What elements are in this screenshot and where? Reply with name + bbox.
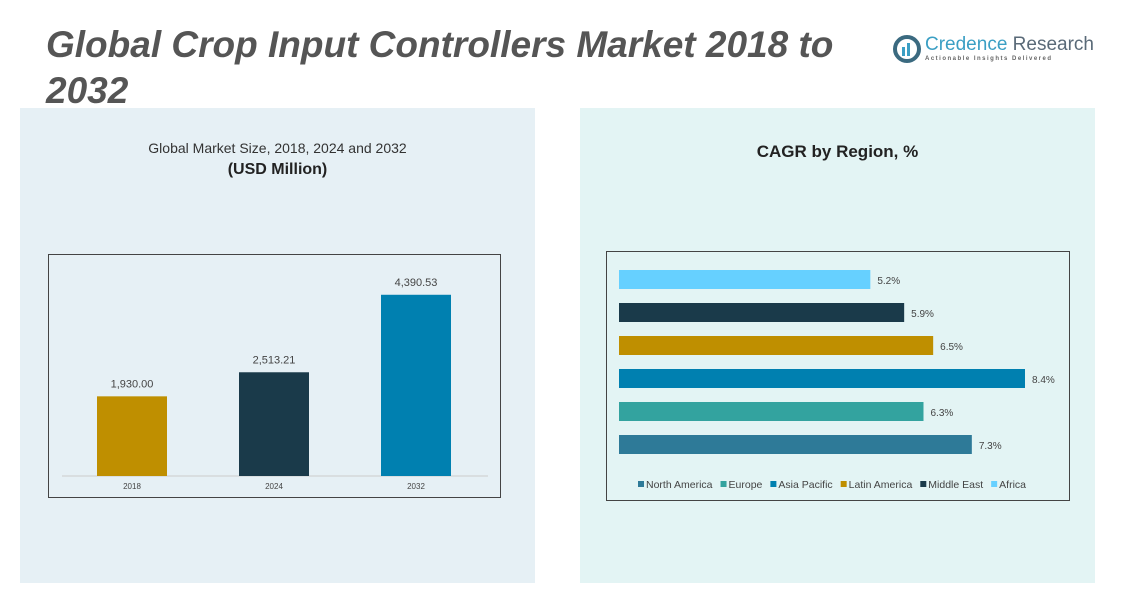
x-tick-2032: 2032 [407,482,425,491]
legend-swatch-europe [720,481,727,487]
logo-icon [893,35,921,63]
x-tick-2018: 2018 [123,482,141,491]
data-label-2032: 4,390.53 [395,277,438,289]
bar-middle-east [619,303,905,322]
legend-swatch-north-america [638,481,644,487]
bar-europe [619,402,924,421]
legend-swatch-asia-pacific [770,481,777,487]
legend-swatch-latin-america [840,481,847,487]
legend-swatch-middle-east [920,481,927,487]
bar-north-america [619,435,972,454]
data-label-2018: 1,930.00 [111,378,154,390]
legend-item-latin-america: Latin America [849,479,913,491]
cagr-chart-frame [606,251,1070,501]
legend-swatch-africa [991,481,998,487]
logo-name-2: Research [1007,34,1094,55]
logo-tagline: Actionable Insights Delivered [925,56,1053,62]
x-tick-2024: 2024 [265,482,283,491]
bar-2024 [239,372,309,476]
legend-item-europe: Europe [729,479,763,491]
left-chart-subtitle: Global Market Size, 2018, 2024 and 2032 [148,140,407,156]
data-label-latin-america: 6.5% [940,342,963,353]
bar-latin-america [619,336,934,355]
data-label-middle-east: 5.9% [911,309,934,320]
data-label-africa: 5.2% [877,276,900,287]
bar-africa [619,270,871,289]
legend-item-north-america: North America [646,479,713,491]
legend-item-africa: Africa [999,479,1026,491]
bar-asia-pacific [619,369,1025,388]
data-label-europe: 6.3% [931,408,954,419]
logo: Credence Research Actionable Insights De… [893,34,1094,69]
bar-2032 [381,294,451,476]
data-label-asia-pacific: 8.4% [1032,375,1055,386]
left-chart-unit: (USD Million) [227,161,328,178]
legend-item-middle-east: Middle East [928,479,983,491]
right-chart-title: CAGR by Region, % [756,142,919,161]
data-label-north-america: 7.3% [979,441,1002,452]
logo-name: Credence [925,34,1008,55]
market-size-chart-frame [48,254,501,498]
legend-item-asia-pacific: Asia Pacific [778,479,832,491]
data-label-2024: 2,513.21 [253,354,296,366]
bar-2018 [97,396,167,476]
page-title: Global Crop Input Controllers Market 201… [46,24,834,111]
